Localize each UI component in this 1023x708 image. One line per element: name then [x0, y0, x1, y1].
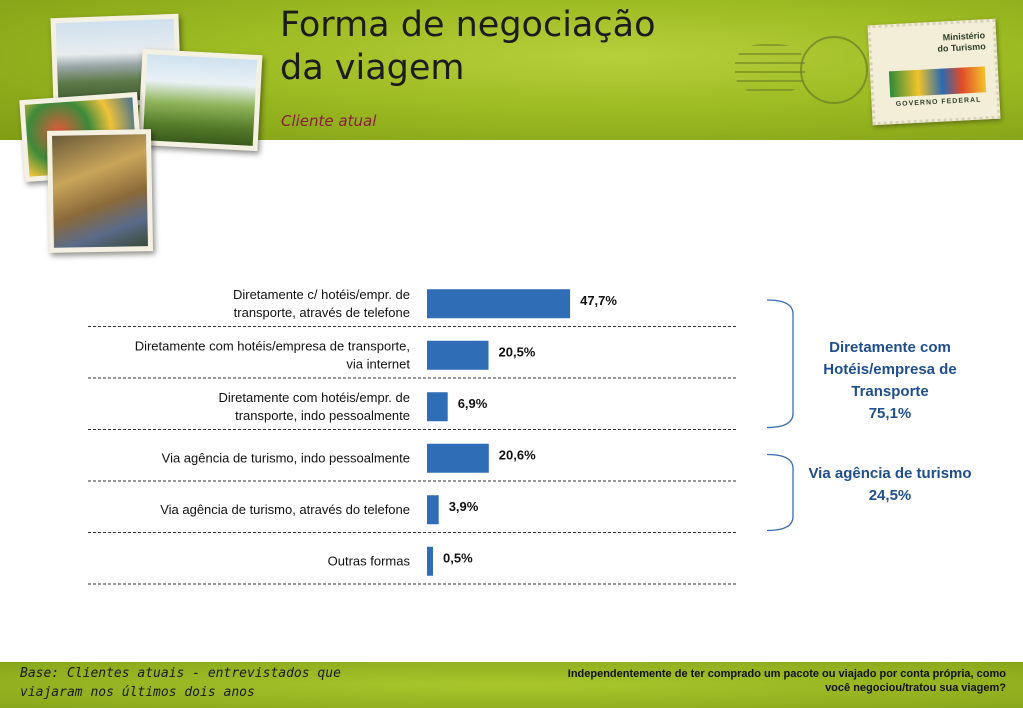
value-label-5: 0,5%: [443, 550, 473, 565]
category-label-4-0: Via agência de turismo, através do telef…: [160, 502, 410, 517]
survey-question-line-2: você negociou/tratou sua viagem?: [825, 682, 1006, 694]
title-line-2: da viagem: [280, 48, 465, 88]
bar-3: [427, 443, 489, 473]
base-note-line-2: viajaram nos últimos dois anos: [20, 685, 255, 700]
value-label-0: 47,7%: [580, 293, 617, 308]
page-subtitle: Cliente atual: [281, 112, 377, 130]
category-label-1-1: via internet: [346, 356, 410, 371]
group-2-line-0: Via agência de turismo: [808, 465, 972, 482]
category-label-1-0: Diretamente com hotéis/empresa de transp…: [135, 338, 410, 353]
category-label-0-0: Diretamente c/ hotéis/empr. de: [233, 287, 410, 302]
footer-banner: [0, 662, 1023, 708]
value-label-4: 3,9%: [449, 499, 479, 514]
category-label-3-0: Via agência de turismo, indo pessoalment…: [162, 450, 410, 465]
bar-0: [427, 289, 571, 319]
bar-4: [427, 495, 439, 525]
group-1-line-3: 75,1%: [868, 405, 912, 422]
category-label-5-0: Outras formas: [328, 553, 411, 568]
category-label-2-1: transporte, indo pessoalmente: [235, 408, 410, 423]
survey-question: Independentemente de ter comprado um pac…: [520, 667, 1006, 695]
bar-2: [427, 392, 448, 422]
group-1-line-2: Transporte: [851, 383, 929, 400]
group-1-line-1: Hotéis/empresa de: [823, 361, 957, 378]
postmark-lines-icon: [735, 44, 805, 94]
postmark-icon: [800, 36, 868, 104]
group-direct-summary: Diretamente com Hotéis/empresa de Transpor…: [795, 337, 985, 425]
base-note-line-1: Base: Clientes atuais - entrevistados qu…: [20, 666, 341, 681]
base-note: Base: Clientes atuais - entrevistados qu…: [20, 664, 380, 702]
value-label-2: 6,9%: [458, 396, 488, 411]
bar-1: [427, 340, 489, 370]
page-title: Forma de negociação da viagem: [280, 4, 760, 90]
bar-5: [427, 546, 433, 576]
category-label-2-0: Diretamente com hotéis/empr. de: [219, 390, 410, 405]
group-1-line-0: Diretamente com: [829, 339, 951, 356]
survey-question-line-1: Independentemente de ter comprado um pac…: [567, 668, 1006, 680]
group-bracket-1: [766, 453, 794, 532]
value-label-3: 20,6%: [499, 447, 536, 462]
category-label-0-1: transporte, através de telefone: [234, 305, 410, 320]
group-2-line-1: 24,5%: [868, 487, 912, 504]
title-line-1: Forma de negociação: [280, 5, 656, 45]
group-agency-summary: Via agência de turismo 24,5%: [795, 463, 985, 507]
group-bracket-0: [766, 299, 794, 429]
value-label-1: 20,5%: [499, 344, 536, 359]
